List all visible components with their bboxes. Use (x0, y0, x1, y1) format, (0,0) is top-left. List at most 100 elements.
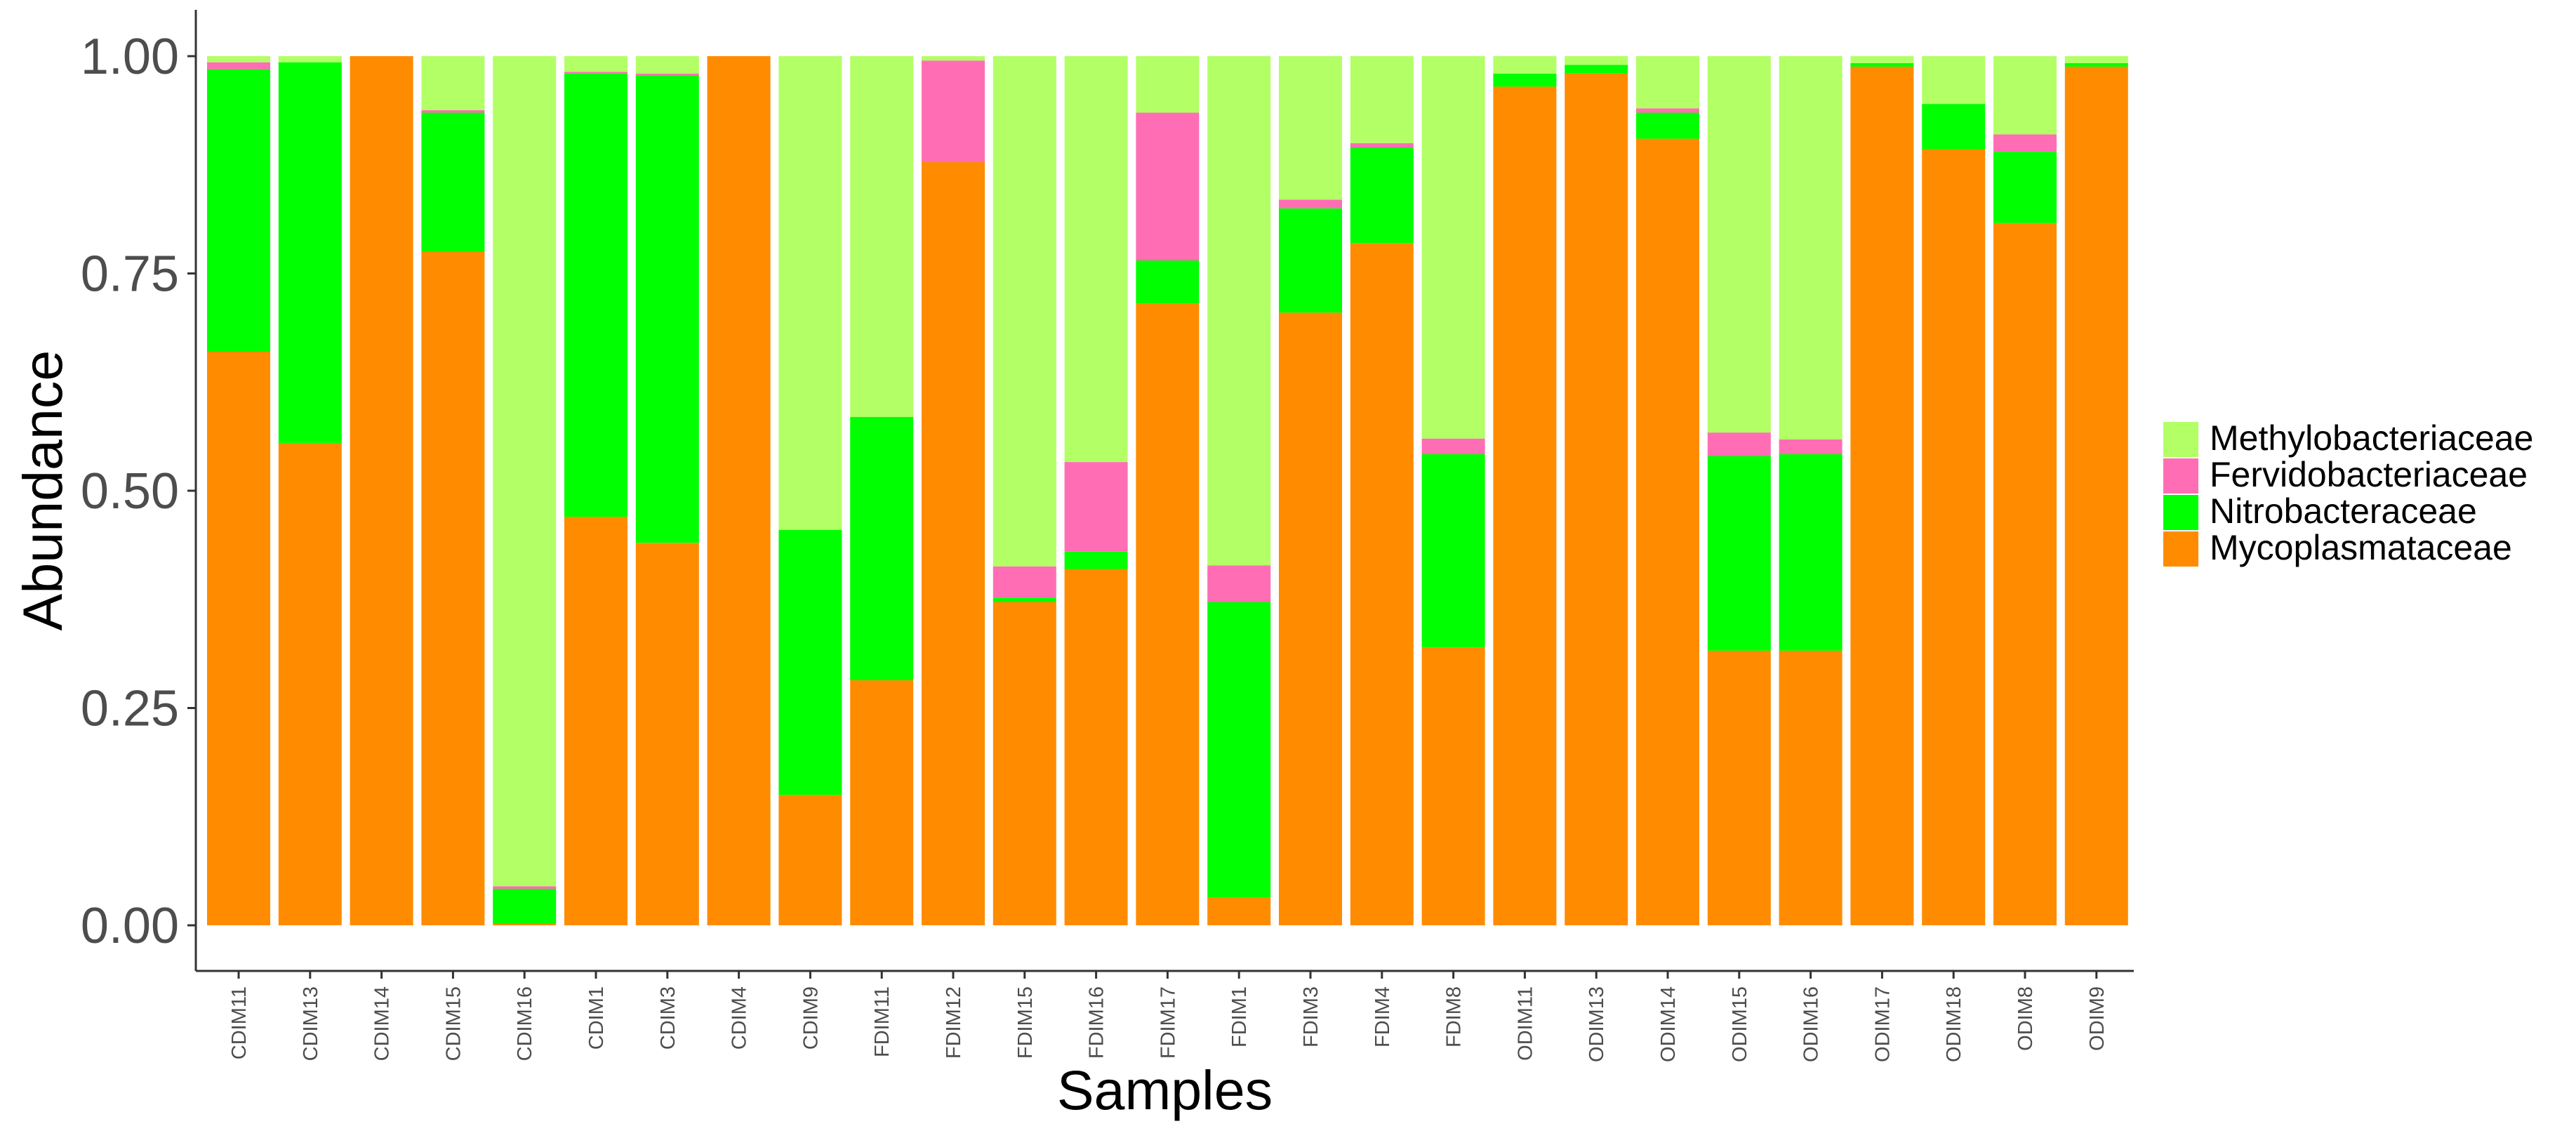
bar-segment-nitrobacteraceae-odim13 (1565, 65, 1628, 74)
bar-group-cdim15 (421, 56, 485, 925)
bar-segment-nitrobacteraceae-cdim16 (493, 889, 557, 924)
y-tick-label: 0.75 (81, 246, 179, 303)
bar-segment-fervidobacteriaceae-odim14 (1636, 108, 1699, 113)
bar-segment-mycoplasmataceae-odim9 (2064, 66, 2128, 925)
bar-group-odim18 (1922, 56, 1986, 925)
bar-segment-methylobacteriaceae-fdim3 (1279, 56, 1342, 200)
legend-item-nitrobacteraceae: Nitrobacteraceae (2163, 491, 2477, 531)
bar-group-odim14 (1636, 56, 1699, 926)
bar-segment-methylobacteriaceae-fdim8 (1421, 56, 1485, 439)
bar-segment-mycoplasmataceae-odim14 (1636, 138, 1699, 926)
bar-segment-mycoplasmataceae-odim13 (1565, 73, 1628, 925)
bar-group-fdim3 (1279, 56, 1342, 925)
bar-segment-fervidobacteriaceae-cdim3 (635, 73, 699, 76)
bar-segment-fervidobacteriaceae-cdim16 (493, 886, 557, 889)
bar-segment-mycoplasmataceae-odim17 (1850, 66, 1914, 925)
y-tick-label: 0.25 (81, 681, 179, 737)
bar-segment-methylobacteriaceae-odim9 (2064, 56, 2128, 63)
bar-segment-mycoplasmataceae-cdim3 (635, 543, 699, 925)
legend-key-methylobacteriaceae (2163, 422, 2198, 457)
bar-segment-methylobacteriaceae-fdim15 (992, 56, 1056, 567)
bar-group-fdim8 (1421, 56, 1485, 925)
bar-segment-methylobacteriaceae-cdim1 (564, 56, 628, 72)
bar-group-fdim15 (992, 56, 1056, 925)
bar-segment-nitrobacteraceae-odim14 (1636, 112, 1699, 139)
legend-item-fervidobacteriaceae: Fervidobacteriaceae (2163, 455, 2528, 494)
bar-segment-nitrobacteraceae-cdim9 (778, 529, 842, 795)
x-tick-label-cdim13: CDIM13 (300, 986, 322, 1061)
bar-segment-methylobacteriaceae-cdim9 (778, 56, 842, 530)
bar-segment-fervidobacteriaceae-fdim1 (1207, 565, 1271, 602)
bar-segment-mycoplasmataceae-fdim1 (1207, 897, 1271, 925)
bar-segment-nitrobacteraceae-fdim3 (1279, 208, 1342, 313)
bar-segment-mycoplasmataceae-odim11 (1493, 86, 1557, 925)
bar-segment-fervidobacteriaceae-odim16 (1779, 439, 1843, 454)
bar-segment-fervidobacteriaceae-odim8 (1993, 134, 2057, 152)
legend-label: Mycoplasmataceae (2210, 528, 2512, 567)
bar-segment-fervidobacteriaceae-cdim11 (207, 62, 270, 70)
bar-segment-methylobacteriaceae-cdim16 (493, 56, 557, 887)
bar-segment-mycoplasmataceae-cdim1 (564, 517, 628, 925)
bar-group-odim13 (1565, 56, 1628, 925)
x-tick-label-fdim4: FDIM4 (1372, 986, 1394, 1047)
x-tick-label-odim9: ODIM9 (2086, 986, 2109, 1051)
bar-segment-methylobacteriaceae-cdim15 (421, 56, 485, 110)
bar-segment-methylobacteriaceae-odim18 (1922, 56, 1986, 105)
x-tick-label-odim16: ODIM16 (1800, 986, 1823, 1062)
legend-label: Fervidobacteriaceae (2210, 455, 2528, 494)
legend-key-fervidobacteriaceae (2163, 458, 2198, 494)
bar-segment-fervidobacteriaceae-cdim1 (564, 72, 628, 74)
bar-segment-nitrobacteraceae-fdim11 (850, 416, 914, 680)
bar-segment-mycoplasmataceae-fdim12 (922, 162, 985, 925)
bar-segment-methylobacteriaceae-cdim11 (207, 56, 270, 62)
y-tick-label: 0.50 (81, 463, 179, 520)
legend-label: Nitrobacteraceae (2210, 491, 2477, 531)
bar-segment-mycoplasmataceae-cdim11 (207, 351, 270, 925)
y-axis-title: Abundance (11, 350, 74, 631)
legend-key-mycoplasmataceae (2163, 531, 2198, 567)
bar-segment-mycoplasmataceae-cdim4 (707, 56, 771, 925)
bar-segment-methylobacteriaceae-fdim4 (1350, 56, 1414, 143)
bar-segment-fervidobacteriaceae-fdim16 (1064, 462, 1128, 552)
x-tick-label-fdim1: FDIM1 (1228, 986, 1251, 1047)
bar-group-fdim1 (1207, 56, 1271, 925)
bar-group-cdim13 (278, 56, 342, 925)
x-tick-label-odim11: ODIM11 (1514, 986, 1536, 1061)
bar-segment-methylobacteriaceae-fdim17 (1136, 56, 1200, 113)
bar-group-fdim16 (1064, 56, 1128, 925)
bar-segment-methylobacteriaceae-odim8 (1993, 56, 2057, 135)
x-tick-label-fdim8: FDIM8 (1443, 986, 1466, 1047)
legend: MethylobacteriaceaeFervidobacteriaceaeNi… (2163, 418, 2533, 567)
bar-group-cdim4 (707, 56, 771, 925)
bar-group-fdim12 (922, 56, 985, 925)
bar-group-odim8 (1993, 56, 2057, 925)
x-tick-label-cdim15: CDIM15 (442, 986, 465, 1061)
bar-segment-nitrobacteraceae-odim9 (2064, 62, 2128, 67)
bar-segment-nitrobacteraceae-odim16 (1779, 454, 1843, 651)
bar-segment-methylobacteriaceae-fdim1 (1207, 56, 1271, 566)
x-tick-label-odim18: ODIM18 (1943, 986, 1965, 1062)
bar-segment-methylobacteriaceae-fdim11 (850, 56, 914, 417)
x-ticks: CDIM11 CDIM13 CDIM14 CDIM15 CDIM16 CDIM1 CDIM3… (228, 971, 2109, 1062)
bar-segment-nitrobacteraceae-fdim1 (1207, 602, 1271, 898)
bar-segment-mycoplasmataceae-cdim15 (421, 251, 485, 925)
bar-segment-methylobacteriaceae-odim11 (1493, 56, 1557, 74)
bar-segment-nitrobacteraceae-cdim15 (421, 112, 485, 252)
bar-group-cdim1 (564, 56, 628, 925)
x-tick-label-odim15: ODIM15 (1729, 986, 1751, 1062)
bar-segment-methylobacteriaceae-odim15 (1707, 56, 1771, 433)
legend-key-nitrobacteraceae (2163, 495, 2198, 530)
x-tick-label-fdim15: FDIM15 (1014, 986, 1037, 1059)
bar-group-fdim4 (1350, 56, 1414, 925)
bar-segment-mycoplasmataceae-fdim8 (1421, 647, 1485, 925)
bar-segment-methylobacteriaceae-fdim16 (1064, 56, 1128, 463)
bar-segment-mycoplasmataceae-fdim4 (1350, 243, 1414, 925)
bar-segment-nitrobacteraceae-odim17 (1850, 62, 1914, 67)
bar-segment-nitrobacteraceae-cdim11 (207, 69, 270, 352)
bar-segment-nitrobacteraceae-odim15 (1707, 456, 1771, 651)
x-tick-label-fdim11: FDIM11 (871, 986, 894, 1057)
bar-segment-mycoplasmataceae-fdim17 (1136, 303, 1200, 925)
bar-segment-fervidobacteriaceae-fdim17 (1136, 112, 1200, 260)
bars-layer (207, 56, 2128, 926)
